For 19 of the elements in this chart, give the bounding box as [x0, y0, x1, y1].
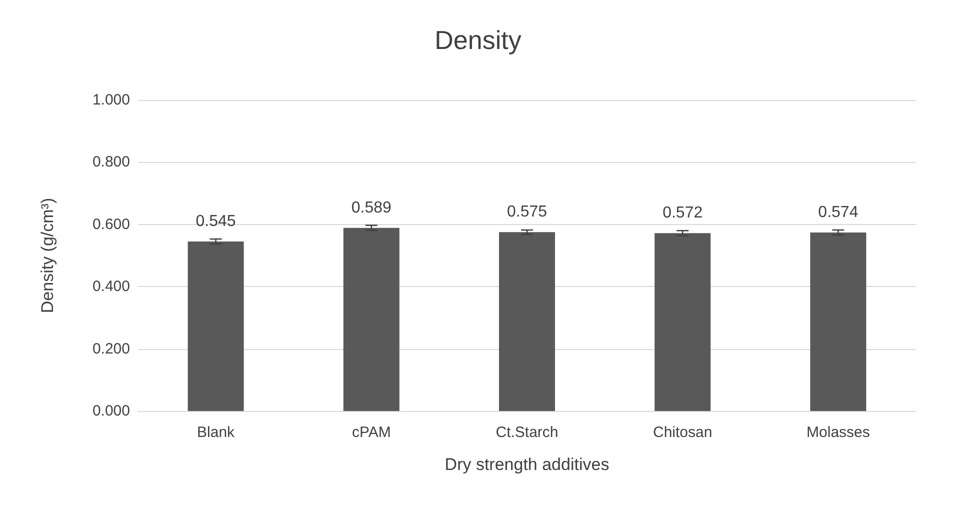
y-axis-title: Density (g/cm³) [38, 198, 57, 314]
x-tick-label: Molasses [806, 424, 870, 441]
y-tick-label: 0.200 [92, 340, 130, 358]
y-tick-label: 0.000 [92, 402, 130, 420]
y-tick-label: 0.400 [92, 278, 130, 296]
x-tick-label: cPAM [352, 424, 391, 441]
y-tick-label: 0.800 [92, 154, 130, 171]
data-label: 0.575 [506, 204, 548, 221]
data-label: 0.572 [662, 204, 703, 222]
x-tick-label: Blank [197, 424, 236, 441]
x-tick-label: Chitosan [653, 424, 712, 441]
x-axis-title: Dry strength additives [444, 455, 610, 474]
data-label: 0.589 [351, 199, 392, 216]
y-tick-label: 1.000 [92, 92, 130, 108]
y-tick-label: 0.600 [92, 216, 130, 233]
data-label: 0.574 [818, 204, 858, 221]
data-label: 0.545 [196, 213, 236, 230]
chart-title: Density [434, 25, 522, 55]
x-tick-label: Ct.Starch [496, 424, 558, 441]
